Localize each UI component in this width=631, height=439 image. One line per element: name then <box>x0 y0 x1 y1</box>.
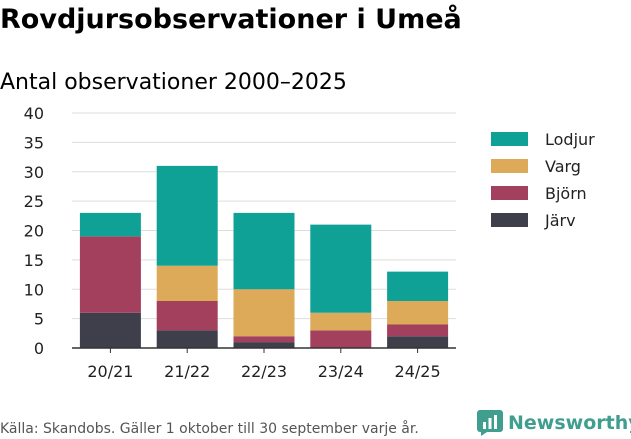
bar-varg-21-22 <box>156 265 218 301</box>
legend-label-lodjur: Lodjur <box>545 130 595 149</box>
bar-lodjur-21-22 <box>156 165 218 266</box>
newsworthy-icon <box>477 410 503 436</box>
y-tick-label: 10 <box>24 280 44 299</box>
bar-järv-21-22 <box>156 330 218 348</box>
y-tick-label: 30 <box>24 163 44 182</box>
source-note: Källa: Skandobs. Gäller 1 oktober till 3… <box>0 421 419 437</box>
brand-name: Newsworthy <box>508 412 631 434</box>
bar-björn-22-23 <box>233 336 295 343</box>
bar-lodjur-24-25 <box>387 271 449 301</box>
legend-swatch-varg <box>491 159 528 173</box>
legend-label-järv: Järv <box>544 211 576 230</box>
bar-lodjur-20-21 <box>79 212 141 237</box>
bar-björn-23-24 <box>310 330 372 348</box>
y-tick-label: 35 <box>24 133 44 152</box>
bar-järv-22-23 <box>233 342 295 348</box>
legend-swatch-järv <box>491 213 528 227</box>
bar-björn-21-22 <box>156 301 218 331</box>
y-tick-label: 15 <box>24 251 44 270</box>
stacked-bar-chart: 0 5 10 15 20 25 30 35 40 20/21 21/22 22/23 23/24 24/2… <box>24 104 596 381</box>
bar-lodjur-23-24 <box>310 224 372 313</box>
legend-label-björn: Björn <box>545 184 587 203</box>
newsworthy-logo: Newsworthy <box>477 410 631 436</box>
bar-varg-24-25 <box>387 301 449 325</box>
y-tick-label: 5 <box>34 310 44 329</box>
x-tick-label: 20/21 <box>87 362 133 381</box>
x-tick-label: 21/22 <box>164 362 210 381</box>
legend-swatch-lodjur <box>491 132 528 146</box>
x-tick-label: 23/24 <box>318 362 364 381</box>
bar-lodjur-22-23 <box>233 212 295 290</box>
legend-swatch-björn <box>491 186 528 200</box>
chart-title: Rovdjursobservationer i Umeå <box>0 4 462 35</box>
bar-varg-23-24 <box>310 312 372 331</box>
bar-järv-20-21 <box>79 312 141 348</box>
bar-björn-24-25 <box>387 324 449 337</box>
y-tick-label: 20 <box>24 222 44 241</box>
y-tick-label: 0 <box>34 339 44 358</box>
x-tick-label: 22/23 <box>241 362 287 381</box>
bar-björn-20-21 <box>79 236 141 313</box>
legend-label-varg: Varg <box>545 157 581 176</box>
bar-järv-24-25 <box>387 336 449 348</box>
x-tick-label: 24/25 <box>395 362 441 381</box>
bar-varg-22-23 <box>233 289 295 337</box>
y-tick-label: 25 <box>24 192 44 211</box>
y-tick-label: 40 <box>24 104 44 123</box>
chart-subtitle: Antal observationer 2000–2025 <box>0 70 347 95</box>
